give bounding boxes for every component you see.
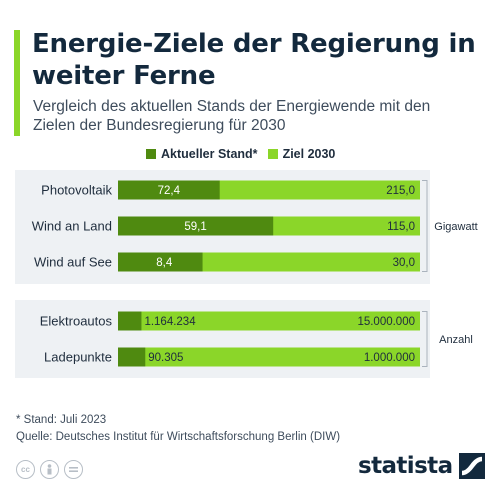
- equals-icon[interactable]: [64, 460, 83, 479]
- legend-label-target: Ziel 2030: [282, 147, 336, 161]
- value-current-wind-an-land: 59,1: [184, 221, 206, 233]
- legend-label-current: Aktueller Stand*: [161, 147, 258, 161]
- chart-title: Energie-Ziele der Regierung in weiter Fe…: [32, 29, 476, 91]
- row-label-wind-auf-see: Wind auf See: [34, 255, 112, 270]
- bar-current-photovoltaik: [118, 180, 220, 200]
- bar-current-elektroautos: [118, 311, 142, 331]
- chart-subtitle: Vergleich des aktuellen Stands der Energ…: [33, 98, 431, 134]
- brand-name: statista: [358, 453, 453, 479]
- footer: * Stand: Juli 2023 Quelle: Deutsches Ins…: [16, 412, 340, 446]
- bar-current-ladepunkte: [118, 347, 146, 367]
- statista-logo[interactable]: statista: [358, 453, 485, 479]
- row-label-photovoltaik: Photovoltaik: [41, 183, 112, 198]
- bar-current-wind-auf-see: [118, 252, 203, 272]
- value-target-elektroautos: 15.000.000: [357, 316, 415, 328]
- value-current-wind-auf-see: 8,4: [156, 257, 173, 269]
- footnote: * Stand: Juli 2023: [16, 414, 107, 426]
- bar-current-wind-an-land: [118, 216, 274, 236]
- cc-icon[interactable]: cc: [16, 460, 35, 479]
- title-accent-bar: [14, 30, 20, 136]
- bracket-anzahl: [422, 311, 428, 367]
- legend-item-target: Ziel 2030: [267, 147, 336, 161]
- bar-target-ladepunkte: [118, 347, 420, 367]
- bracket-gigawatt: [422, 180, 428, 272]
- value-current-photovoltaik: 72,4: [158, 185, 181, 197]
- license-icons: cc: [16, 460, 88, 479]
- value-target-wind-auf-see: 30,0: [393, 257, 415, 269]
- row-label-ladepunkte: Ladepunkte: [44, 350, 112, 365]
- bar-target-elektroautos: [118, 311, 420, 331]
- value-target-wind-an-land: 115,0: [387, 221, 415, 233]
- value-current-ladepunkte: 90.305: [148, 352, 183, 364]
- chart-legend: Aktueller Stand* Ziel 2030: [146, 146, 345, 162]
- legend-item-current: Aktueller Stand*: [146, 147, 258, 161]
- legend-swatch-current: [146, 149, 156, 159]
- unit-label-anzahl: Anzahl: [439, 334, 473, 346]
- legend-swatch-target: [267, 149, 278, 159]
- source-note: Quelle: Deutsches Institut für Wirtschaf…: [16, 431, 341, 443]
- statista-logo-icon: [458, 453, 485, 479]
- person-icon[interactable]: [40, 460, 59, 479]
- row-label-wind-an-land: Wind an Land: [32, 219, 112, 234]
- value-target-photovoltaik: 215,0: [386, 185, 415, 197]
- value-current-elektroautos: 1.164.234: [144, 316, 196, 328]
- row-label-elektroautos: Elektroautos: [40, 314, 113, 329]
- bar-chart: Photovoltaik 72,4 215,0 Wind an Land 59,1 115…: [15, 170, 478, 378]
- unit-label-gigawatt: Gigawatt: [434, 221, 477, 233]
- value-target-ladepunkte: 1.000.000: [364, 352, 415, 364]
